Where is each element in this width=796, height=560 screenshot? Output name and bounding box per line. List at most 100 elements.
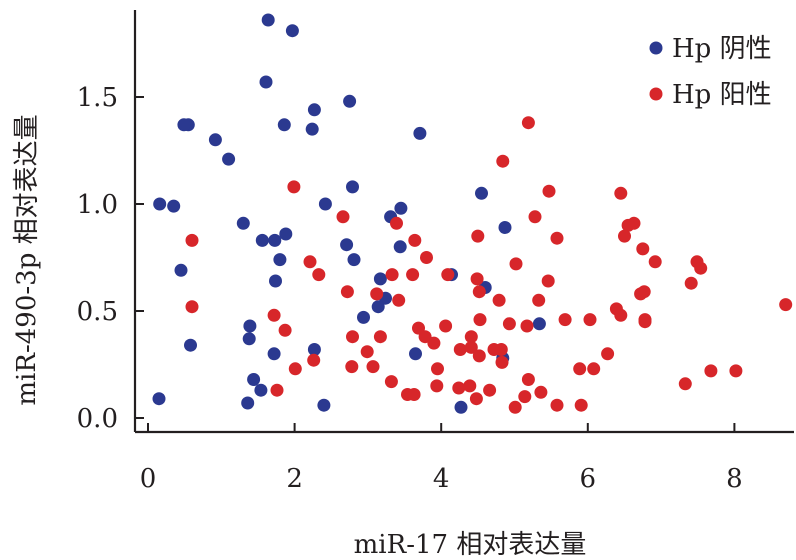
data-point-hp-positive [473,313,487,327]
data-point-hp-negative [343,94,357,108]
data-point-hp-negative [174,263,188,277]
data-point-hp-positive [267,308,281,322]
x-ticks: 0 2 4 6 8 [140,423,743,494]
data-point-hp-positive [441,268,455,282]
data-point-hp-negative [371,300,385,314]
data-point-hp-negative [236,216,250,230]
data-point-hp-positive [636,242,650,256]
data-point-hp-positive [453,343,467,356]
data-point-hp-positive [542,184,556,198]
data-point-hp-positive [384,375,398,389]
data-point-hp-positive [469,392,483,406]
x-tick-label: 6 [580,464,597,494]
data-point-hp-negative [259,75,273,89]
data-point-hp-negative [152,392,166,406]
data-point-hp-negative [532,317,546,331]
legend-label-hp-positive: Hp 阳性 [672,80,772,110]
data-point-hp-positive [532,293,546,307]
legend-item-hp-positive: Hp 阳性 [649,80,772,110]
data-point-hp-positive [346,330,359,344]
data-point-hp-negative [222,152,236,166]
data-point-hp-positive [366,360,380,374]
y-ticks: 0.0 0.5 1.0 1.5 [77,83,144,434]
data-point-hp-negative [241,396,255,410]
data-point-hp-positive [520,319,534,333]
data-point-hp-positive [495,355,509,369]
axes [133,10,794,434]
data-point-hp-negative [242,332,256,346]
data-point-hp-positive [312,268,326,282]
data-point-hp-negative [153,197,167,211]
data-point-hp-positive [573,362,587,376]
data-point-hp-positive [360,345,374,359]
legend: Hp 阴性 Hp 阳性 [649,34,772,110]
data-point-hp-positive [601,347,615,361]
data-point-hp-positive [550,398,564,412]
data-point-hp-positive [385,268,399,282]
data-point-hp-positive [574,398,588,412]
data-point-hp-positive [508,400,522,414]
x-tick-label: 0 [140,464,157,494]
y-tick-label: 0.0 [77,404,118,434]
data-point-hp-positive [463,379,477,393]
data-point-hp-positive [406,268,420,282]
data-points [152,13,793,414]
data-point-hp-positive [521,373,535,386]
y-tick-label: 1.0 [77,190,118,220]
data-point-hp-positive [370,287,384,301]
legend-marker-hp-negative [649,41,663,55]
data-point-hp-positive [587,362,601,376]
data-point-hp-positive [729,364,743,378]
data-point-hp-negative [347,253,361,267]
data-point-hp-positive [303,255,317,269]
data-point-hp-negative [393,240,407,254]
data-point-hp-positive [420,251,433,264]
data-point-hp-negative [277,118,291,132]
data-point-hp-positive [779,298,793,312]
data-point-hp-positive [185,300,199,314]
data-point-hp-negative [475,186,488,200]
data-point-hp-positive [390,216,403,230]
data-point-hp-positive [558,313,572,327]
x-tick-label: 8 [726,464,743,494]
data-point-hp-positive [684,276,698,290]
data-point-hp-negative [340,238,354,252]
data-point-hp-negative [273,253,287,267]
data-point-hp-positive [618,229,631,243]
data-point-hp-positive [634,287,648,301]
data-point-hp-negative [346,180,359,194]
data-point-hp-negative [167,199,181,213]
data-point-hp-negative [208,133,222,147]
data-point-hp-negative [305,122,319,136]
data-point-hp-negative [317,398,331,412]
data-point-hp-positive [336,210,350,224]
data-point-hp-positive [278,323,292,337]
data-point-hp-positive [494,343,508,356]
data-point-hp-negative [177,118,191,132]
data-point-hp-negative [454,400,468,414]
data-point-hp-positive [648,255,662,269]
data-point-hp-positive [287,180,301,194]
data-point-hp-negative [498,221,512,234]
data-point-hp-positive [427,336,441,350]
data-point-hp-negative [279,227,293,241]
data-point-hp-positive [407,388,421,401]
data-point-hp-positive [307,353,321,367]
data-point-hp-positive [392,293,406,307]
data-point-hp-negative [409,347,422,361]
legend-label-hp-negative: Hp 阴性 [672,34,772,64]
data-point-hp-negative [307,343,321,356]
y-tick-label: 1.5 [77,83,118,113]
data-point-hp-negative [247,373,261,386]
data-point-hp-negative [394,201,408,215]
data-point-hp-negative [357,310,370,324]
data-point-hp-negative [255,233,269,247]
data-point-hp-negative [184,338,197,352]
data-point-hp-positive [408,233,422,247]
data-point-hp-positive [678,377,692,391]
data-point-hp-positive [509,257,523,271]
data-point-hp-positive [496,154,510,168]
data-point-hp-positive [694,261,708,275]
data-point-hp-negative [307,103,321,117]
